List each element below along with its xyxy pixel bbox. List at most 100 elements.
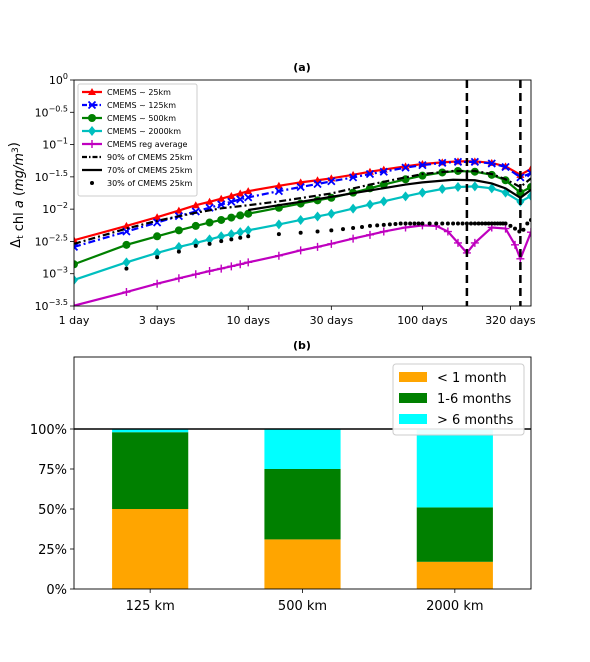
data-point: [453, 182, 462, 193]
legend-label: CMEMS ~ 500km: [107, 114, 176, 123]
data-point: [244, 187, 253, 195]
data-point: [274, 187, 284, 196]
data-point: [296, 214, 305, 225]
data-point: [403, 221, 408, 226]
data-point: [443, 227, 452, 236]
data-point: [527, 190, 531, 201]
legend-label: CMEMS ~ 25km: [107, 88, 171, 97]
data-point: [174, 241, 183, 252]
data-point: [489, 221, 494, 226]
bar-segment: [416, 561, 493, 589]
data-point: [153, 247, 162, 258]
data-point: [217, 231, 226, 242]
x-tick-label: 320 days: [485, 314, 536, 327]
legend-swatch: [399, 393, 427, 403]
data-point: [501, 224, 510, 233]
data-point: [276, 232, 281, 237]
bar-segment: [264, 539, 341, 589]
data-point: [236, 260, 245, 269]
legend-marker: [88, 140, 96, 148]
data-point: [174, 226, 183, 235]
panel-a-ylabel: Δt chl a (mg/m3): [7, 142, 27, 248]
data-point: [296, 246, 305, 255]
data-point: [418, 187, 427, 198]
data-point: [236, 189, 245, 197]
data-point: [460, 221, 465, 226]
panel-a-legend: CMEMS ~ 25km CMEMS ~ 125km CMEMS ~ 500km CM…: [77, 83, 198, 197]
data-point: [313, 179, 322, 189]
data-point: [351, 226, 356, 231]
panel-a-title: (a): [293, 61, 310, 74]
data-point: [470, 181, 479, 192]
data-point: [513, 226, 518, 231]
data-point: [451, 221, 456, 226]
data-point: [529, 217, 531, 222]
data-point: [153, 232, 162, 241]
data-point: [483, 221, 488, 226]
legend-label: 1-6 months: [437, 392, 512, 407]
data-point: [217, 264, 226, 273]
legend-marker: [88, 88, 96, 95]
data-point: [472, 221, 477, 226]
legend-marker: [88, 114, 96, 122]
data-point: [298, 230, 303, 235]
legend-label: CMEMS reg average: [107, 140, 188, 149]
data-point: [365, 199, 374, 210]
legend-marker: [88, 126, 96, 136]
data-point: [174, 206, 183, 214]
bar-segment: [264, 469, 341, 540]
data-point: [526, 169, 531, 178]
data-point: [122, 257, 131, 268]
legend-item: 90% of CMEMS 25km: [82, 153, 192, 162]
data-point: [155, 255, 160, 260]
series-3: [74, 181, 531, 285]
panel-b-title: (b): [293, 339, 311, 352]
x-tick-label: 30 days: [310, 314, 354, 327]
series-4: [74, 221, 531, 306]
data-point: [521, 227, 526, 232]
panel-b-legend: < 1 month 1-6 months > 6 months: [392, 363, 525, 436]
data-point: [340, 227, 345, 232]
legend-box: [77, 83, 198, 197]
data-point: [349, 203, 358, 214]
data-point: [74, 242, 79, 252]
bar-segment: [112, 429, 189, 433]
data-point: [205, 234, 214, 245]
data-point: [420, 221, 425, 226]
data-point: [379, 196, 388, 207]
data-point: [205, 197, 214, 205]
data-point: [227, 213, 236, 222]
data-point: [503, 221, 508, 226]
data-point: [508, 223, 513, 228]
panel-b-plot-area: 125 km 500 km 2000 km 0% 25% 50% 75% 100%: [30, 356, 532, 614]
data-point: [207, 241, 212, 246]
data-point: [227, 197, 236, 206]
legend-label: CMEMS ~ 125km: [107, 101, 176, 110]
data-point: [244, 209, 253, 218]
y-tick-label: 10−1: [42, 137, 68, 152]
data-point: [492, 221, 497, 226]
bar-segment: [264, 429, 341, 469]
data-point: [217, 200, 226, 209]
y-tick-label: 100%: [30, 423, 67, 438]
bar-segment: [112, 432, 189, 509]
data-point: [227, 229, 236, 240]
data-point: [176, 249, 181, 254]
data-point: [74, 274, 78, 285]
data-point: [124, 266, 129, 271]
data-point: [315, 229, 320, 234]
data-point: [153, 213, 162, 221]
data-point: [527, 183, 531, 192]
legend-item: CMEMS reg average: [82, 140, 188, 149]
legend-item: > 6 months: [399, 413, 514, 428]
legend-item: CMEMS ~ 500km: [82, 114, 176, 123]
data-point: [487, 159, 496, 168]
data-point: [379, 227, 388, 236]
data-point: [416, 221, 421, 226]
data-point: [418, 171, 427, 180]
data-point: [274, 181, 283, 189]
data-point: [327, 208, 336, 219]
data-point: [193, 243, 198, 248]
legend-swatch: [399, 414, 427, 424]
